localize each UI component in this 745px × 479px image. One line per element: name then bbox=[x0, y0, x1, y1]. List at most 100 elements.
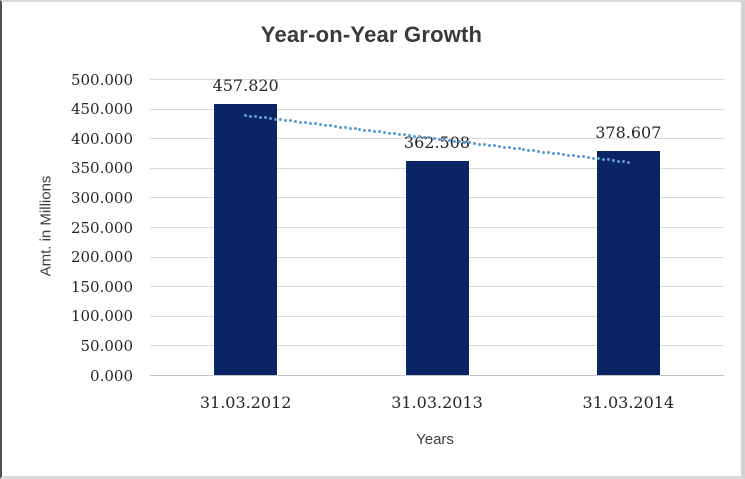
trendline-dot bbox=[283, 118, 287, 122]
trendline-dot bbox=[388, 131, 392, 135]
trendline-dot bbox=[418, 135, 422, 139]
y-tick-label: 500.000 bbox=[70, 70, 133, 89]
x-category-label: 31.03.2014 bbox=[582, 393, 675, 412]
trendline-dot bbox=[477, 142, 481, 146]
trendline-dot bbox=[587, 156, 591, 159]
bar bbox=[214, 104, 278, 376]
trendline-dot bbox=[492, 144, 496, 148]
bar-value-label: 457.820 bbox=[212, 76, 279, 96]
trendline-dot bbox=[616, 159, 620, 163]
trendline-dot bbox=[358, 127, 362, 131]
trendline-dot bbox=[522, 148, 526, 152]
trendline-dot bbox=[577, 154, 581, 158]
trendline-dot bbox=[393, 132, 397, 136]
trendline-dot bbox=[333, 124, 337, 128]
trendline-dot bbox=[537, 149, 541, 153]
x-category-label: 31.03.2013 bbox=[391, 393, 483, 412]
y-tick-label: 100.000 bbox=[70, 307, 133, 326]
trendline-dot bbox=[606, 158, 610, 162]
trendline-dot bbox=[408, 134, 412, 138]
y-tick-label: 350.000 bbox=[70, 159, 133, 178]
y-tick-label: 400.000 bbox=[70, 129, 133, 148]
trendline-dot bbox=[467, 141, 471, 145]
trendline-dot bbox=[273, 117, 277, 121]
trendline-dot bbox=[572, 154, 576, 158]
trendline-dot bbox=[254, 115, 258, 119]
trendline-dot bbox=[383, 131, 387, 134]
trendline-dot bbox=[482, 143, 486, 147]
bar bbox=[596, 151, 660, 376]
trendline-dot bbox=[557, 152, 561, 156]
bar bbox=[405, 160, 469, 376]
trendline-dot bbox=[428, 136, 432, 140]
trendline-dot bbox=[269, 116, 272, 120]
trendline-dot bbox=[313, 122, 317, 126]
trendline-dot bbox=[502, 145, 506, 149]
trendline-dot bbox=[423, 135, 427, 139]
trendline-dot bbox=[621, 160, 625, 164]
trendline-dot bbox=[611, 159, 615, 163]
y-tick-label: 450.000 bbox=[70, 100, 133, 119]
trendline-dot bbox=[592, 156, 596, 160]
trendline-dot bbox=[403, 133, 407, 137]
trendline-dot bbox=[398, 132, 402, 136]
trendline-dot bbox=[517, 147, 521, 151]
trendline-dot bbox=[472, 141, 476, 145]
trendline-dot bbox=[259, 115, 263, 119]
trendline-dot bbox=[348, 126, 352, 130]
trendline-dot bbox=[532, 149, 536, 153]
trendline-dot bbox=[264, 116, 268, 120]
trendline-dot bbox=[298, 120, 302, 124]
trendline-dot bbox=[547, 151, 551, 155]
trendline-dot bbox=[378, 130, 382, 134]
trendline-dot bbox=[373, 129, 377, 133]
trendline-dot bbox=[338, 125, 342, 129]
trendline-dot bbox=[353, 127, 357, 131]
trendline-dot bbox=[527, 148, 531, 152]
bar-value-label: 378.607 bbox=[595, 123, 662, 143]
y-tick-label: 200.000 bbox=[70, 248, 133, 267]
x-axis-line bbox=[150, 375, 724, 376]
trendline-dot bbox=[552, 151, 556, 155]
trendline-dot bbox=[278, 118, 282, 122]
trendline-dot bbox=[512, 146, 516, 150]
x-category-label: 31.03.2012 bbox=[199, 393, 292, 412]
trendline-dot bbox=[542, 150, 546, 154]
y-tick-label: 150.000 bbox=[70, 277, 133, 296]
y-tick-label: 300.000 bbox=[70, 188, 133, 207]
gridline bbox=[150, 108, 724, 110]
trendline-dot bbox=[452, 139, 456, 143]
trendline-dot bbox=[308, 121, 312, 125]
trendline-dot bbox=[562, 152, 566, 156]
trendline-dot bbox=[323, 123, 327, 127]
trendline-dot bbox=[437, 137, 441, 141]
trendline-dot bbox=[462, 140, 466, 144]
trendline-dot bbox=[442, 138, 446, 142]
gridline bbox=[150, 79, 724, 80]
trendline-dot bbox=[597, 157, 600, 161]
trendline-dot bbox=[293, 120, 297, 124]
trendline-dot bbox=[249, 114, 253, 118]
gridline bbox=[150, 138, 724, 140]
trendline-dot bbox=[288, 119, 292, 123]
trendline-dot bbox=[413, 134, 417, 138]
trendline-dot bbox=[457, 140, 461, 144]
y-tick-label: 250.000 bbox=[70, 218, 133, 237]
y-tick-label: 0.000 bbox=[90, 366, 133, 385]
trendline-dot bbox=[487, 143, 491, 147]
x-axis-title: Years bbox=[416, 431, 454, 448]
trendline-dot bbox=[363, 128, 367, 132]
trendline-dot bbox=[433, 137, 436, 141]
trendline-dot bbox=[497, 145, 501, 149]
trendline-dot bbox=[601, 157, 605, 161]
trendline-dot bbox=[507, 146, 511, 150]
trendline-dot bbox=[303, 121, 307, 125]
trendline-dot bbox=[244, 113, 248, 117]
trendline-dot bbox=[582, 155, 586, 159]
trendline-dot bbox=[328, 124, 332, 128]
trendline-dot bbox=[318, 123, 322, 127]
trendline-dot bbox=[343, 126, 347, 130]
chart-title: Year-on-Year Growth bbox=[260, 22, 483, 47]
y-tick-label: 50.000 bbox=[80, 336, 134, 355]
